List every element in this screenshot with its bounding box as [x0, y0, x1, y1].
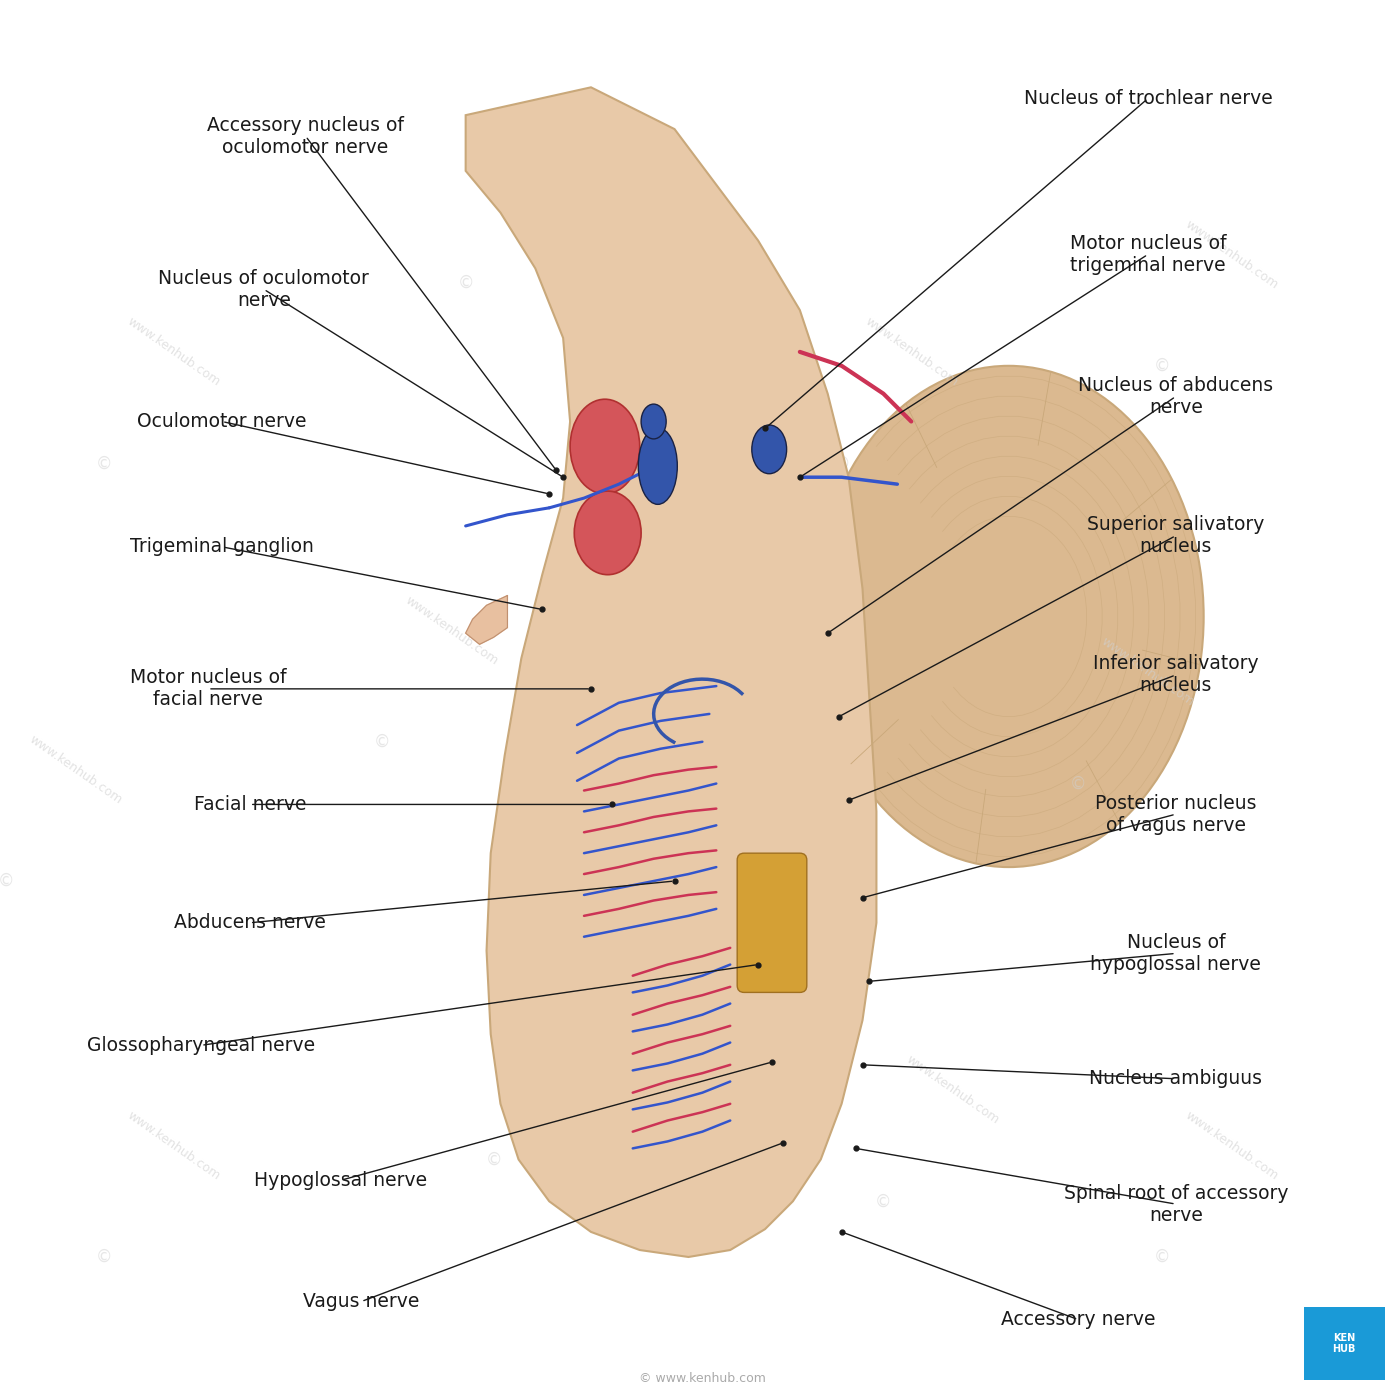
Text: Hypoglossal nerve: Hypoglossal nerve [253, 1170, 427, 1190]
Text: Spinal root of accessory
nerve: Spinal root of accessory nerve [1064, 1183, 1288, 1225]
Text: www.kenhub.com: www.kenhub.com [904, 1053, 1002, 1127]
Text: Trigeminal ganglion: Trigeminal ganglion [130, 538, 314, 556]
Text: Accessory nerve: Accessory nerve [1001, 1310, 1155, 1329]
Text: Nucleus of abducens
nerve: Nucleus of abducens nerve [1078, 377, 1274, 417]
Text: ©: © [1154, 357, 1170, 375]
Text: © www.kenhub.com: © www.kenhub.com [638, 1372, 766, 1385]
Text: KEN
HUB: KEN HUB [1333, 1333, 1357, 1354]
Text: www.kenhub.com: www.kenhub.com [27, 732, 125, 806]
Text: www.kenhub.com: www.kenhub.com [486, 134, 584, 207]
Polygon shape [466, 595, 507, 644]
Text: ©: © [0, 872, 14, 890]
Text: ©: © [875, 1193, 892, 1210]
Text: Vagus nerve: Vagus nerve [302, 1292, 420, 1310]
Text: ©: © [374, 732, 391, 750]
Text: ©: © [736, 732, 752, 750]
FancyBboxPatch shape [1303, 1308, 1385, 1379]
Ellipse shape [752, 426, 787, 473]
Text: Abducens nerve: Abducens nerve [174, 913, 326, 932]
Text: Accessory nucleus of
oculomotor nerve: Accessory nucleus of oculomotor nerve [207, 116, 405, 157]
Ellipse shape [574, 491, 641, 574]
Text: www.kenhub.com: www.kenhub.com [403, 594, 501, 668]
Text: www.kenhub.com: www.kenhub.com [862, 315, 960, 389]
Text: Superior salivatory
nucleus: Superior salivatory nucleus [1088, 515, 1264, 556]
Text: ©: © [458, 273, 475, 291]
Text: ©: © [486, 1151, 501, 1169]
FancyBboxPatch shape [738, 853, 806, 993]
Text: Glossopharyngeal nerve: Glossopharyngeal nerve [87, 1036, 315, 1054]
Ellipse shape [641, 405, 666, 440]
Text: www.kenhub.com: www.kenhub.com [1183, 1109, 1281, 1183]
Text: www.kenhub.com: www.kenhub.com [514, 1011, 612, 1085]
Text: Motor nucleus of
facial nerve: Motor nucleus of facial nerve [130, 668, 286, 710]
Text: www.kenhub.com: www.kenhub.com [1099, 636, 1197, 710]
Text: ©: © [833, 454, 850, 472]
Text: ©: © [95, 454, 112, 472]
Ellipse shape [638, 428, 678, 504]
Text: ©: © [1070, 774, 1086, 792]
Text: www.kenhub.com: www.kenhub.com [1183, 217, 1281, 291]
Text: Posterior nucleus
of vagus nerve: Posterior nucleus of vagus nerve [1095, 794, 1257, 834]
Text: Oculomotor nerve: Oculomotor nerve [137, 412, 307, 431]
Text: www.kenhub.com: www.kenhub.com [125, 1109, 223, 1183]
Ellipse shape [813, 365, 1204, 867]
Text: Inferior salivatory
nucleus: Inferior salivatory nucleus [1093, 654, 1259, 696]
Text: Nucleus of oculomotor
nerve: Nucleus of oculomotor nerve [158, 269, 370, 309]
Text: Nucleus of
hypoglossal nerve: Nucleus of hypoglossal nerve [1091, 932, 1261, 974]
Text: Nucleus ambiguus: Nucleus ambiguus [1089, 1070, 1263, 1088]
Text: www.kenhub.com: www.kenhub.com [125, 315, 223, 389]
Ellipse shape [570, 399, 640, 494]
Text: Motor nucleus of
trigeminal nerve: Motor nucleus of trigeminal nerve [1070, 234, 1226, 274]
PathPatch shape [466, 87, 876, 1257]
Text: ©: © [1154, 1247, 1170, 1266]
Text: www.kenhub.com: www.kenhub.com [764, 594, 862, 668]
Text: Facial nerve: Facial nerve [193, 795, 307, 813]
Text: ©: © [95, 1247, 112, 1266]
Text: Nucleus of trochlear nerve: Nucleus of trochlear nerve [1023, 90, 1273, 108]
